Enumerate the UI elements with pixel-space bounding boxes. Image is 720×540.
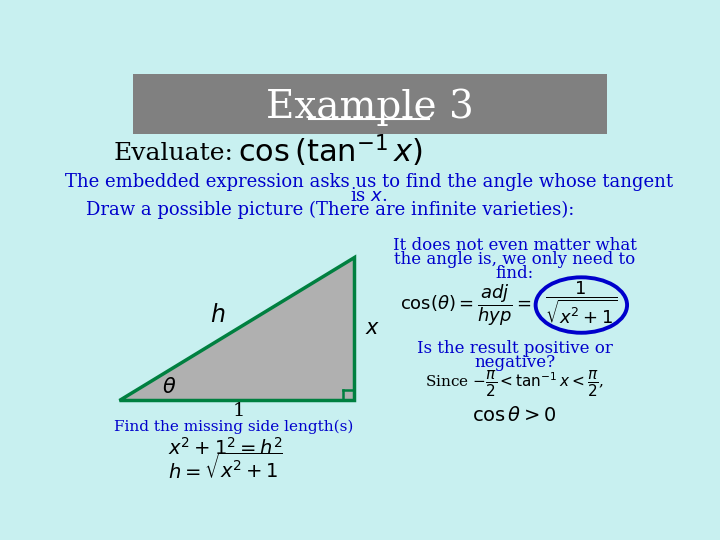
Bar [132, 74, 607, 134]
Text: Example 3: Example 3 [266, 89, 474, 126]
Text: It does not even matter what: It does not even matter what [393, 237, 636, 254]
Text: $x^2 + 1^2 = h^2$: $x^2 + 1^2 = h^2$ [168, 437, 283, 459]
Text: $\theta$: $\theta$ [162, 377, 176, 397]
Polygon shape [120, 257, 354, 400]
Text: $\dfrac{1}{\sqrt{x^2+1}}$: $\dfrac{1}{\sqrt{x^2+1}}$ [545, 280, 618, 327]
Text: The embedded expression asks us to find the angle whose tangent: The embedded expression asks us to find … [65, 173, 673, 191]
Text: $x$: $x$ [365, 319, 380, 338]
Text: $\cos\left(\tan^{-1} x\right)$: $\cos\left(\tan^{-1} x\right)$ [238, 133, 423, 170]
Text: Evaluate:: Evaluate: [113, 142, 233, 165]
Text: Since $-\dfrac{\pi}{2} < \tan^{-1}x < \dfrac{\pi}{2}$,: Since $-\dfrac{\pi}{2} < \tan^{-1}x < \d… [425, 369, 604, 399]
Text: Find the missing side length(s): Find the missing side length(s) [114, 420, 353, 434]
Text: Is the result positive or: Is the result positive or [417, 340, 613, 356]
Text: $\cos\theta > 0$: $\cos\theta > 0$ [472, 406, 557, 424]
Text: the angle is, we only need to: the angle is, we only need to [394, 251, 635, 268]
Text: $\cos\!\left(\theta\right)=\dfrac{adj}{hyp}=$: $\cos\!\left(\theta\right)=\dfrac{adj}{h… [400, 282, 532, 328]
Text: Draw a possible picture (There are infinite varieties):: Draw a possible picture (There are infin… [86, 200, 575, 219]
Text: is $x$.: is $x$. [350, 187, 388, 205]
Text: negative?: negative? [474, 354, 555, 370]
Text: $h = \sqrt{x^2+1}$: $h = \sqrt{x^2+1}$ [168, 453, 283, 483]
Text: find:: find: [495, 265, 534, 282]
Text: 1: 1 [233, 402, 245, 420]
Text: $h$: $h$ [210, 303, 225, 327]
